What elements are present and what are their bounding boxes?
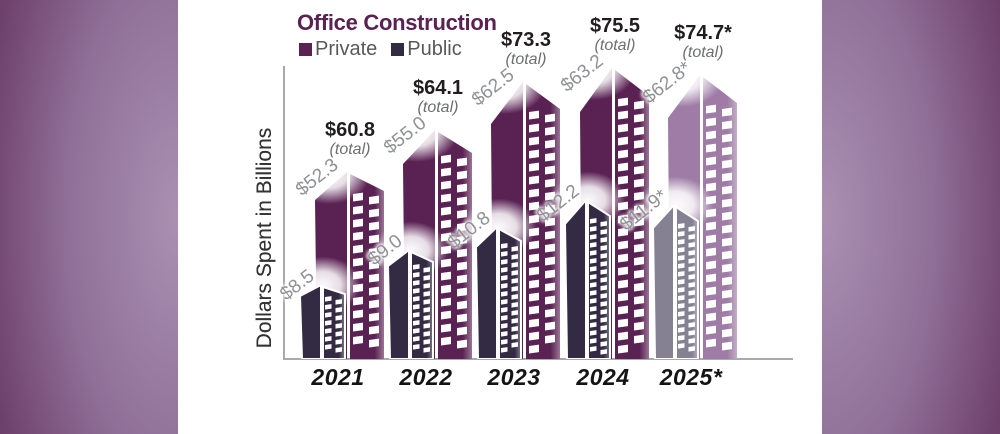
- y-axis-label: Dollars Spent in Billions: [253, 127, 276, 349]
- private-swatch-icon: [299, 43, 312, 56]
- total-label: $74.7* (total): [643, 23, 763, 62]
- year-label: 2024: [576, 364, 630, 390]
- total-amount: $74.7*: [674, 22, 732, 44]
- legend-label-public: Public: [407, 38, 462, 60]
- purple-frame-right: [822, 0, 1000, 434]
- year-label: 2025*: [659, 364, 723, 390]
- year-label: 2021: [311, 364, 365, 390]
- bar-group-4: $62.8* $11.9* $74.7* (total) 2025*: [616, 0, 741, 434]
- building-public-bar: [653, 205, 699, 359]
- public-swatch-icon: [391, 43, 405, 56]
- legend: Private Public: [299, 38, 462, 61]
- building-public-bar: [300, 285, 346, 359]
- building-public-bar: [565, 200, 611, 359]
- purple-frame-left: [0, 0, 178, 434]
- chart-title: Office Construction: [297, 10, 497, 35]
- year-label: 2022: [399, 364, 453, 390]
- x-axis-line: [283, 358, 793, 360]
- legend-item-public: Public: [391, 38, 462, 61]
- year-label: 2023: [487, 364, 541, 390]
- legend-item-private: Private: [299, 38, 377, 61]
- legend-label-private: Private: [315, 38, 378, 60]
- total-caption: (total): [682, 44, 724, 61]
- building-public-bar: [476, 227, 522, 359]
